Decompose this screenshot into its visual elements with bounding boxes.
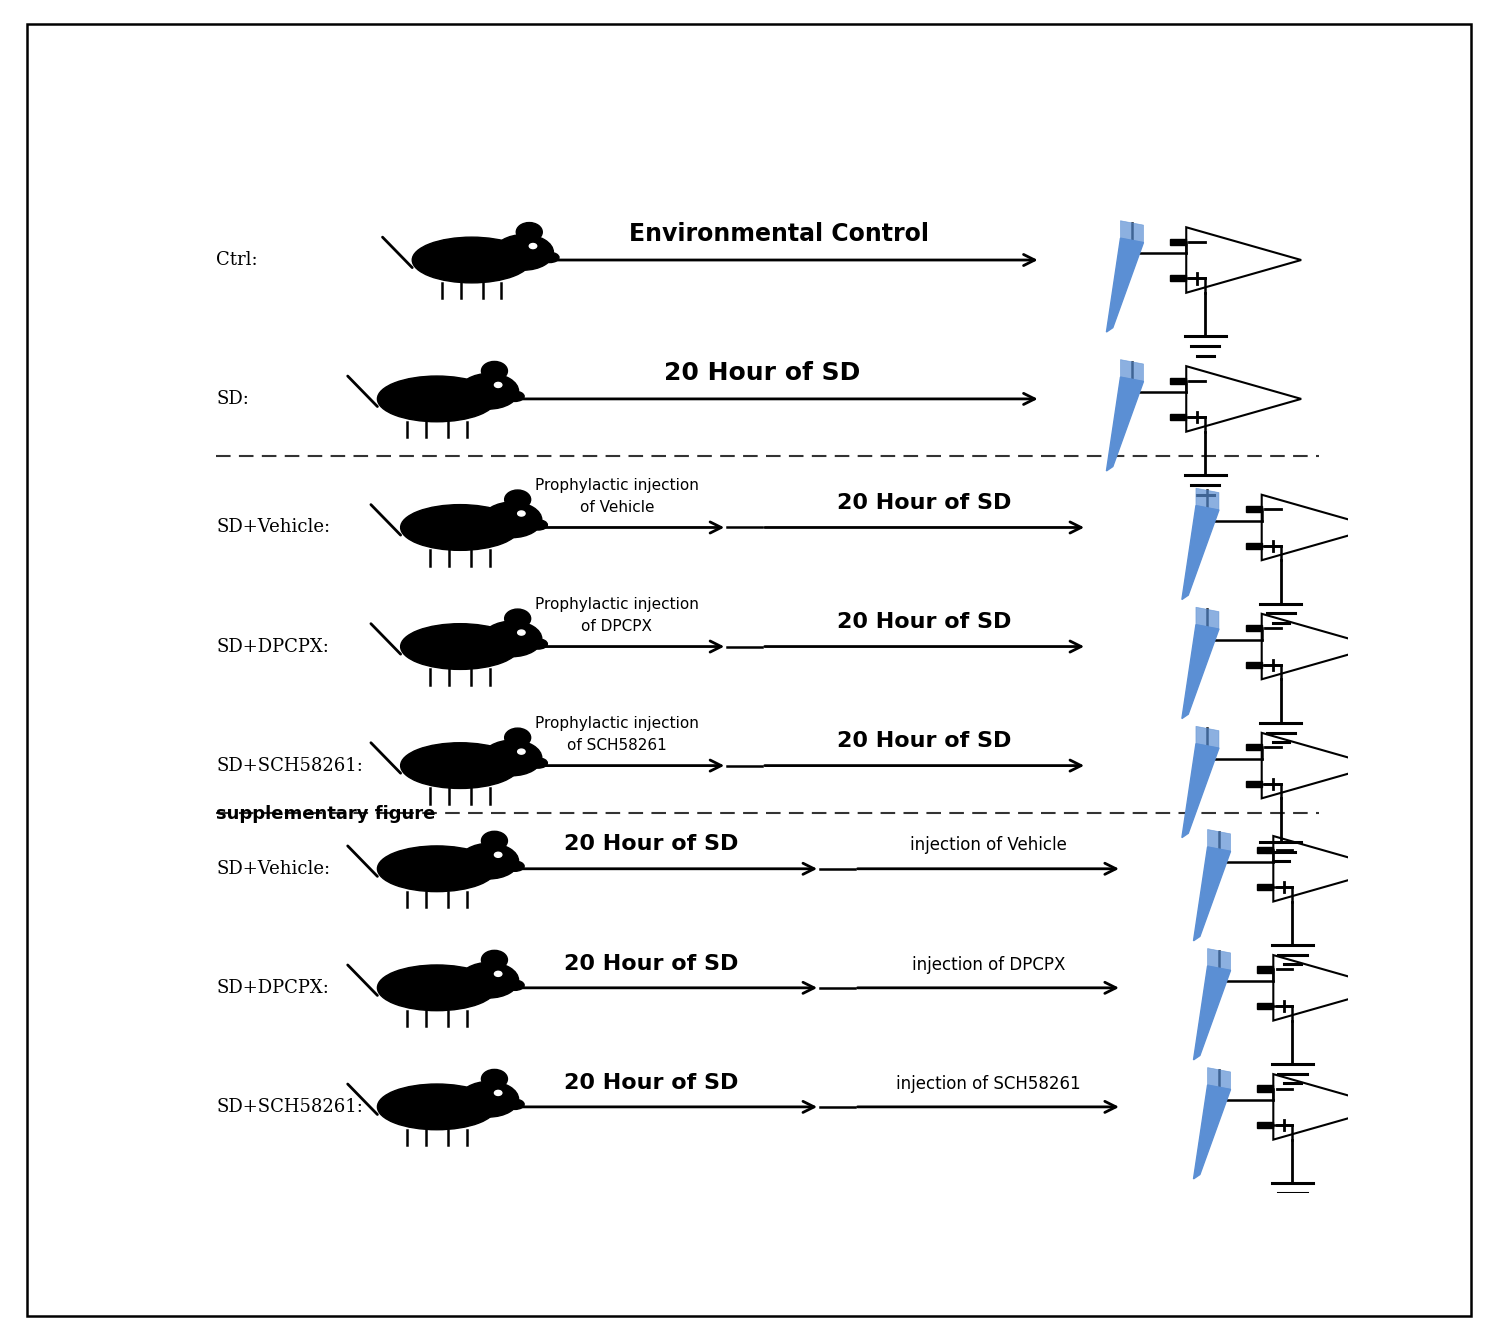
Ellipse shape: [482, 502, 542, 537]
Polygon shape: [1107, 239, 1143, 332]
Ellipse shape: [541, 252, 559, 263]
Ellipse shape: [505, 490, 530, 509]
Ellipse shape: [529, 520, 547, 531]
Ellipse shape: [505, 728, 530, 748]
Polygon shape: [1207, 949, 1230, 970]
Ellipse shape: [460, 962, 518, 998]
Ellipse shape: [377, 846, 496, 891]
Circle shape: [494, 1091, 502, 1096]
Circle shape: [518, 630, 526, 635]
Circle shape: [494, 852, 502, 858]
Ellipse shape: [377, 377, 496, 422]
Polygon shape: [1195, 607, 1219, 628]
Polygon shape: [1121, 221, 1143, 243]
Bar: [1170, 414, 1186, 421]
Bar: [1257, 1085, 1273, 1092]
Circle shape: [529, 244, 536, 249]
Polygon shape: [1194, 966, 1230, 1060]
Ellipse shape: [517, 222, 542, 241]
Text: of SCH58261: of SCH58261: [566, 738, 667, 753]
Text: injection of Vehicle: injection of Vehicle: [909, 836, 1067, 855]
Circle shape: [494, 382, 502, 387]
Text: SD+DPCPX:: SD+DPCPX:: [216, 638, 330, 655]
Text: injection of DPCPX: injection of DPCPX: [912, 955, 1065, 974]
Ellipse shape: [505, 610, 530, 628]
Text: 20 Hour of SD: 20 Hour of SD: [565, 835, 739, 855]
Ellipse shape: [460, 1081, 518, 1118]
Bar: [1257, 966, 1273, 973]
Polygon shape: [1182, 744, 1219, 838]
Text: Prophylactic injection: Prophylactic injection: [535, 596, 698, 611]
Ellipse shape: [481, 950, 508, 969]
Ellipse shape: [481, 1069, 508, 1088]
Ellipse shape: [377, 965, 496, 1010]
Bar: [1170, 378, 1186, 383]
Text: SD:: SD:: [216, 390, 249, 407]
Circle shape: [518, 749, 526, 754]
Ellipse shape: [400, 742, 520, 788]
Polygon shape: [1207, 829, 1230, 851]
Text: 20 Hour of SD: 20 Hour of SD: [837, 732, 1011, 752]
Text: SD+SCH58261:: SD+SCH58261:: [216, 757, 363, 775]
Bar: [1246, 744, 1261, 750]
Polygon shape: [1194, 847, 1230, 941]
Ellipse shape: [482, 740, 542, 776]
Polygon shape: [1194, 1085, 1230, 1179]
Text: 20 Hour of SD: 20 Hour of SD: [565, 954, 739, 974]
Circle shape: [518, 511, 526, 516]
Text: of DPCPX: of DPCPX: [581, 619, 652, 634]
Ellipse shape: [412, 237, 532, 283]
Text: SD+Vehicle:: SD+Vehicle:: [216, 860, 331, 878]
Bar: [1246, 507, 1261, 512]
Text: SD+Vehicle:: SD+Vehicle:: [216, 519, 331, 536]
Ellipse shape: [400, 623, 520, 670]
Bar: [1246, 781, 1261, 787]
Ellipse shape: [400, 505, 520, 551]
Ellipse shape: [506, 1099, 524, 1110]
Bar: [1246, 662, 1261, 667]
Text: injection of SCH58261: injection of SCH58261: [896, 1075, 1080, 1092]
Bar: [1257, 884, 1273, 890]
Bar: [1170, 239, 1186, 245]
Bar: [1257, 847, 1273, 854]
Text: 20 Hour of SD: 20 Hour of SD: [565, 1072, 739, 1092]
Text: 20 Hour of SD: 20 Hour of SD: [837, 612, 1011, 632]
Text: of Vehicle: of Vehicle: [580, 500, 655, 515]
Polygon shape: [1195, 726, 1219, 748]
Bar: [1257, 1122, 1273, 1128]
Ellipse shape: [506, 391, 524, 402]
Circle shape: [494, 972, 502, 977]
Ellipse shape: [460, 374, 518, 409]
Ellipse shape: [529, 758, 547, 768]
Ellipse shape: [460, 843, 518, 879]
Ellipse shape: [481, 831, 508, 851]
Ellipse shape: [529, 639, 547, 649]
Bar: [1257, 1004, 1273, 1009]
Polygon shape: [1195, 488, 1219, 511]
Text: Ctrl:: Ctrl:: [216, 251, 258, 269]
Text: 20 Hour of SD: 20 Hour of SD: [837, 493, 1011, 513]
Bar: [1246, 626, 1261, 631]
Text: Prophylactic injection: Prophylactic injection: [535, 716, 698, 730]
Text: SD+SCH58261:: SD+SCH58261:: [216, 1097, 363, 1116]
Polygon shape: [1182, 624, 1219, 718]
Ellipse shape: [506, 862, 524, 871]
Text: Prophylactic injection: Prophylactic injection: [535, 477, 698, 493]
Ellipse shape: [494, 234, 553, 271]
Ellipse shape: [481, 362, 508, 381]
Text: 20 Hour of SD: 20 Hour of SD: [664, 360, 860, 385]
Bar: [1246, 543, 1261, 549]
Ellipse shape: [377, 1084, 496, 1130]
Text: SD+DPCPX:: SD+DPCPX:: [216, 978, 330, 997]
Polygon shape: [1107, 377, 1143, 470]
Polygon shape: [1207, 1068, 1230, 1089]
Bar: [1170, 275, 1186, 281]
Ellipse shape: [506, 980, 524, 990]
Polygon shape: [1182, 505, 1219, 599]
Ellipse shape: [482, 622, 542, 657]
Text: Environmental Control: Environmental Control: [629, 221, 929, 245]
Text: supplementary figure: supplementary figure: [216, 805, 436, 823]
Polygon shape: [1121, 359, 1143, 382]
